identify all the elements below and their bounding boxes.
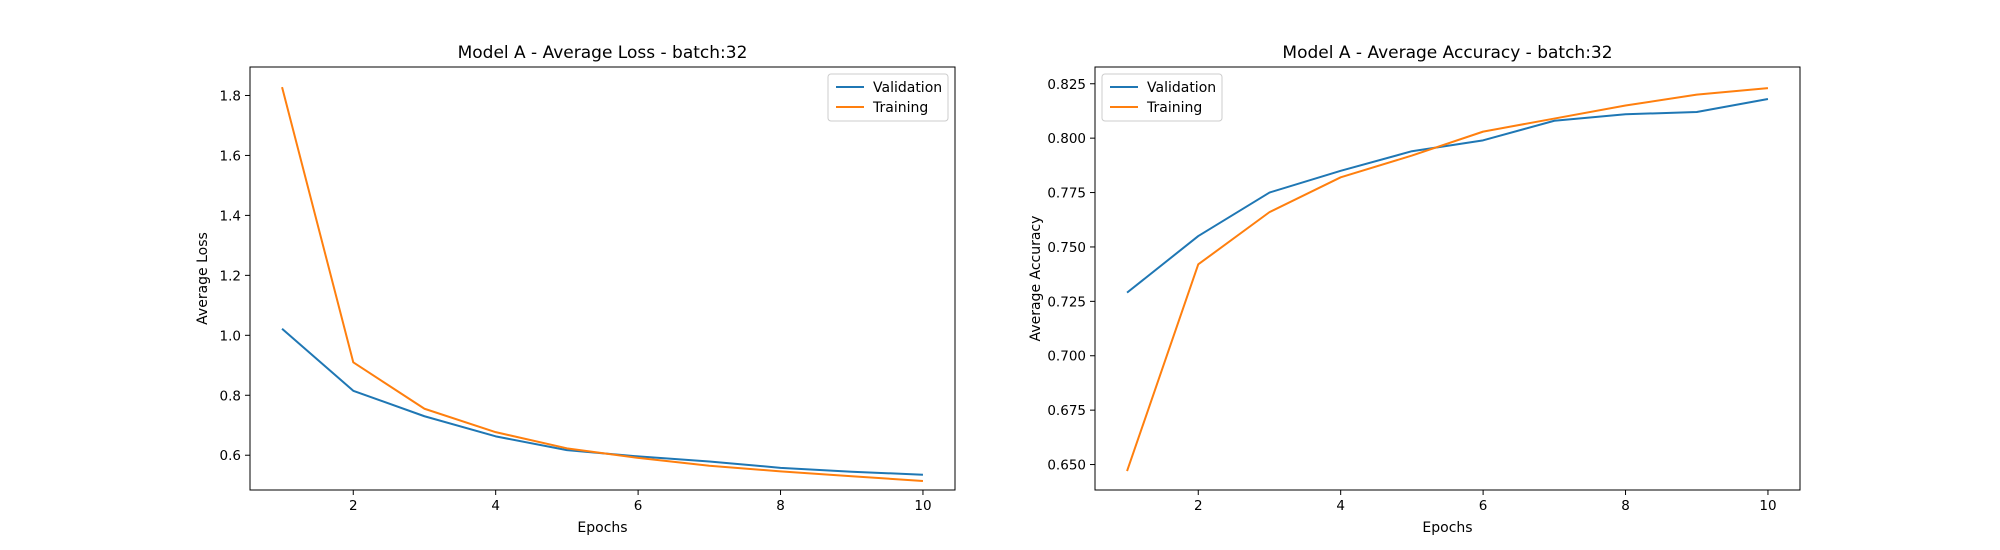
y-tick-label: 0.700: [1047, 349, 1086, 365]
x-axis-label: Epochs: [577, 520, 627, 536]
y-axis-label: Average Accuracy: [1028, 216, 1044, 342]
loss-chart: Model A - Average Loss - batch:32 2 4 6 8 10 0…: [195, 43, 956, 536]
y-tick-label: 0.650: [1047, 458, 1086, 474]
legend-label-validation: Validation: [1147, 80, 1216, 96]
legend: Validation Training: [1101, 73, 1223, 122]
x-tick-label: 10: [1759, 498, 1776, 514]
y-tick-label: 0.6: [220, 448, 241, 464]
plot-frame: [249, 66, 956, 491]
legend-label-training: Training: [1146, 100, 1202, 116]
y-tick-label: 0.8: [220, 388, 241, 404]
plot-frame: [1094, 66, 1801, 491]
x-tick-label: 8: [1621, 498, 1630, 514]
chart-title: Model A - Average Loss - batch:32: [458, 43, 748, 63]
legend-label-training: Training: [872, 100, 928, 116]
legend-label-validation: Validation: [873, 80, 942, 96]
y-tick-label: 0.800: [1047, 131, 1086, 147]
x-tick-label: 6: [634, 498, 643, 514]
x-axis-label: Epochs: [1422, 520, 1472, 536]
legend-box: [1101, 73, 1223, 122]
x-tick-label: 4: [1336, 498, 1345, 514]
series-line-training: [1126, 87, 1769, 472]
y-tick-label: 1.4: [220, 208, 241, 224]
y-axis-label: Average Loss: [195, 232, 211, 325]
y-tick-label: 1.2: [220, 268, 241, 284]
y-tick-label: 0.675: [1047, 403, 1086, 419]
legend-box: [827, 73, 949, 122]
x-tick-label: 10: [914, 498, 931, 514]
y-tick-label: 0.825: [1047, 77, 1086, 93]
x-tick-label: 4: [491, 498, 500, 514]
y-tick-label: 1.8: [220, 88, 241, 104]
legend: Validation Training: [827, 73, 949, 122]
y-tick-label: 1.0: [220, 328, 241, 344]
x-tick-label: 2: [1194, 498, 1203, 514]
accuracy-chart: Model A - Average Accuracy - batch:32 2 4 6…: [1028, 43, 1801, 536]
y-tick-label: 1.6: [220, 148, 241, 164]
y-tick-label: 0.750: [1047, 240, 1086, 256]
chart-title: Model A - Average Accuracy - batch:32: [1282, 43, 1612, 63]
x-tick-label: 8: [776, 498, 785, 514]
series-line-validation: [1126, 98, 1769, 294]
series-line-training: [281, 86, 924, 483]
x-tick-label: 2: [349, 498, 358, 514]
y-tick-label: 0.725: [1047, 294, 1086, 310]
y-tick-label: 0.775: [1047, 186, 1086, 202]
x-tick-label: 6: [1479, 498, 1488, 514]
